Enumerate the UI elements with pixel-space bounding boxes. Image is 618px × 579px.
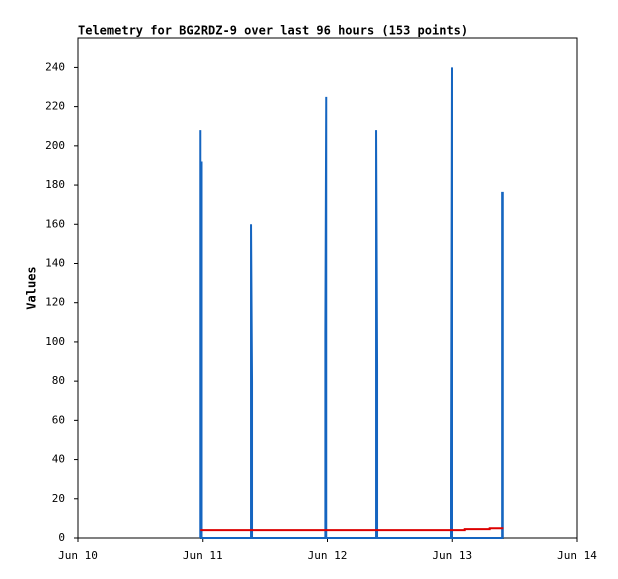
y-tick-label: 60 [52, 413, 65, 426]
y-tick-label: 160 [45, 217, 65, 230]
x-tick-label: Jun 10 [58, 549, 98, 562]
y-axis-label: Values [25, 266, 39, 309]
y-tick-label: 20 [52, 492, 65, 505]
x-tick-label: Jun 11 [183, 549, 223, 562]
x-tick-label: Jun 14 [557, 549, 597, 562]
series-line [200, 527, 504, 532]
y-tick-label: 80 [52, 374, 65, 387]
y-tick-label: 40 [52, 453, 65, 466]
x-tick-label: Jun 13 [432, 549, 472, 562]
x-tick-label: Jun 12 [308, 549, 348, 562]
y-tick-label: 240 [45, 60, 65, 73]
y-tick-label: 0 [58, 531, 65, 544]
chart-title: Telemetry for BG2RDZ-9 over last 96 hour… [78, 24, 468, 38]
y-tick-label: 100 [45, 335, 65, 348]
y-tick-label: 220 [45, 100, 65, 113]
y-tick-label: 120 [45, 296, 65, 309]
series-line [199, 67, 504, 539]
y-tick-label: 140 [45, 256, 65, 269]
y-tick-label: 200 [45, 139, 65, 152]
y-tick-label: 180 [45, 178, 65, 191]
